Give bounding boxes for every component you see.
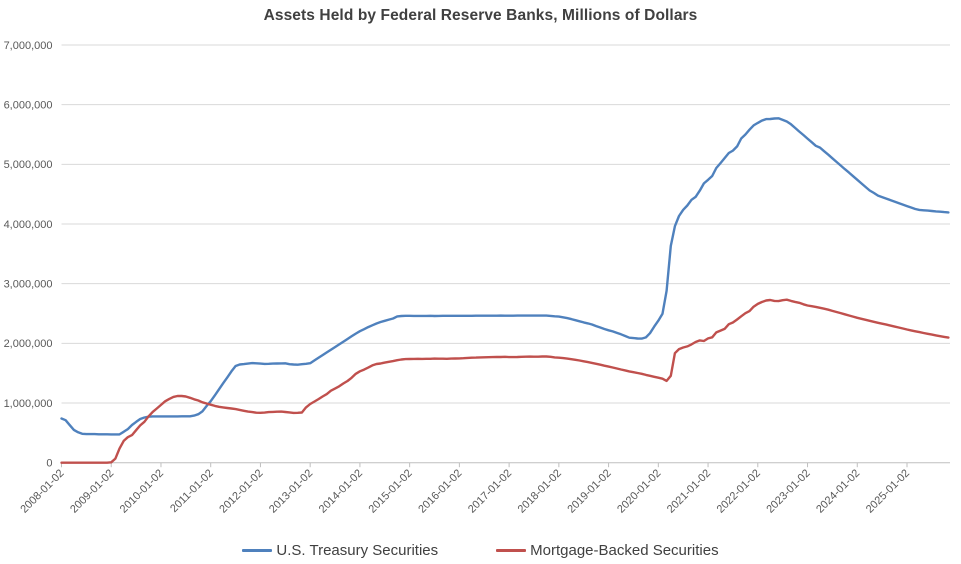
x-axis-label: 2017-01-02 — [466, 467, 514, 515]
x-axis-label: 2014-01-02 — [317, 467, 365, 515]
legend-label-mbs: Mortgage-Backed Securities — [530, 542, 719, 559]
x-axis-label: 2021-01-02 — [665, 467, 713, 515]
x-axis-label: 2025-01-02 — [864, 467, 912, 515]
y-axis-label: 0 — [46, 458, 52, 470]
y-axis-label: 5,000,000 — [4, 159, 53, 171]
x-axis-label: 2013-01-02 — [267, 467, 315, 515]
x-axis-label: 2012-01-02 — [217, 467, 265, 515]
x-axis-label: 2019-01-02 — [565, 467, 613, 515]
legend: U.S. Treasury Securities Mortgage-Backed… — [0, 542, 961, 559]
x-axis-label: 2024-01-02 — [814, 467, 862, 515]
plot-area: 0 1,000,000 2,000,000 3,000,000 4,000,000 5,0… — [4, 40, 950, 516]
treasury-line-swatch — [242, 548, 273, 553]
x-axis-label: 2023-01-02 — [764, 467, 812, 515]
legend-item-treasury: U.S. Treasury Securities — [242, 542, 438, 559]
x-axis-label: 2018-01-02 — [516, 467, 564, 515]
y-axis-label: 6,000,000 — [4, 99, 53, 111]
x-axis-label: 2020-01-02 — [615, 467, 663, 515]
legend-label-treasury: U.S. Treasury Securities — [276, 542, 439, 559]
x-axis-label: 2022-01-02 — [715, 467, 763, 515]
x-axis-label: 2010-01-02 — [118, 467, 166, 515]
x-axis-label: 2009-01-02 — [68, 467, 116, 515]
x-axis-label: 2011-01-02 — [168, 467, 216, 515]
y-axis-label: 4,000,000 — [4, 219, 53, 231]
y-axis-label: 1,000,000 — [4, 398, 53, 410]
series-line-mbs — [60, 298, 950, 464]
chart-title: Assets Held by Federal Reserve Banks, Mi… — [263, 7, 698, 24]
mbs-line-swatch — [496, 548, 527, 553]
y-axis-label: 2,000,000 — [4, 338, 53, 350]
x-axis-label: 2015-01-02 — [366, 467, 414, 515]
y-axis-label: 3,000,000 — [4, 278, 53, 290]
series-line-treasury — [60, 117, 950, 436]
x-axis-label: 2008-01-02 — [18, 467, 66, 515]
x-axis-label: 2016-01-02 — [416, 467, 464, 515]
legend-item-mbs: Mortgage-Backed Securities — [496, 542, 719, 559]
y-axis-label: 7,000,000 — [4, 40, 53, 52]
